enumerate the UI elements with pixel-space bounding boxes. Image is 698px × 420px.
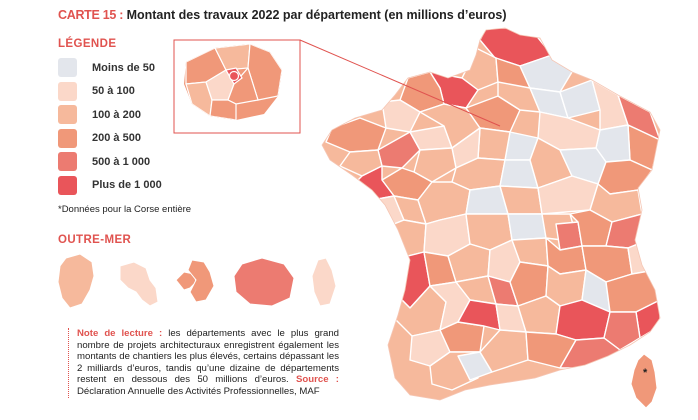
- outremer-maps: [57, 253, 337, 309]
- legend-swatch: [58, 105, 77, 125]
- legend-label: 50 à 100: [92, 85, 135, 98]
- legend-item-3: 100 à 200: [58, 103, 162, 127]
- legend-item-1: Moins de 50: [58, 56, 162, 80]
- paris-center: [228, 70, 240, 82]
- department: [465, 95, 521, 133]
- department: [227, 66, 259, 105]
- map-title: CARTE 15 : Montant des travaux 2022 par …: [58, 8, 507, 22]
- legend-swatch: [58, 58, 77, 78]
- department: [507, 213, 547, 241]
- outremer-title: OUTRE-MER: [58, 234, 132, 246]
- france-outline: [321, 27, 661, 401]
- note-label: Note de lecture :: [77, 328, 163, 339]
- legend-label: 200 à 500: [92, 132, 141, 145]
- guadeloupe-map: [187, 259, 215, 303]
- france-mainland-map: [321, 27, 661, 401]
- department: [383, 219, 427, 259]
- department: [477, 127, 511, 161]
- department: [209, 99, 237, 120]
- legend-item-4: 200 à 500: [58, 127, 162, 151]
- legend: Moins de 50 50 à 100 100 à 200 200 à 500…: [58, 56, 162, 197]
- mayotte-map: [311, 257, 337, 307]
- source-text: Déclaration Annuelle des Activités Profe…: [77, 385, 320, 397]
- legend-item-2: 50 à 100: [58, 80, 162, 104]
- legend-swatch: [58, 81, 77, 101]
- ile-de-france-inset: [173, 39, 501, 134]
- legend-label: Plus de 1 000: [92, 179, 162, 192]
- inset-connector-line: [299, 39, 501, 127]
- department: [497, 81, 541, 113]
- departments: [325, 28, 660, 391]
- legend-swatch: [58, 152, 77, 172]
- legend-item-6: Plus de 1 000: [58, 174, 162, 198]
- reunion-map: [233, 257, 295, 307]
- martinique-map: [119, 261, 159, 307]
- legend-swatch: [58, 128, 77, 148]
- legend-label: 100 à 200: [92, 108, 141, 121]
- source-label: Source :: [296, 374, 340, 386]
- guyane-map: [57, 253, 95, 309]
- legend-item-5: 500 à 1 000: [58, 150, 162, 174]
- map-title-text: Montant des travaux 2022 par département…: [126, 8, 507, 22]
- legend-label: 500 à 1 000: [92, 155, 151, 168]
- corsica-map: *: [630, 353, 658, 409]
- department: [499, 185, 543, 215]
- corsica-footnote: *Données pour la Corse entière: [58, 204, 192, 215]
- legend-swatch: [58, 175, 77, 195]
- legend-label: Moins de 50: [92, 61, 155, 74]
- note-text: les départements avec le plus grand nomb…: [77, 328, 339, 386]
- legend-title: LÉGENDE: [58, 38, 117, 50]
- reading-note: Note de lecture : les départements avec …: [68, 328, 339, 398]
- map-number: CARTE 15 :: [58, 8, 124, 22]
- corsica-marker: *: [643, 367, 648, 379]
- department: [413, 147, 457, 183]
- corsica-shape: [630, 353, 658, 409]
- department: [439, 321, 485, 353]
- department: [381, 99, 421, 133]
